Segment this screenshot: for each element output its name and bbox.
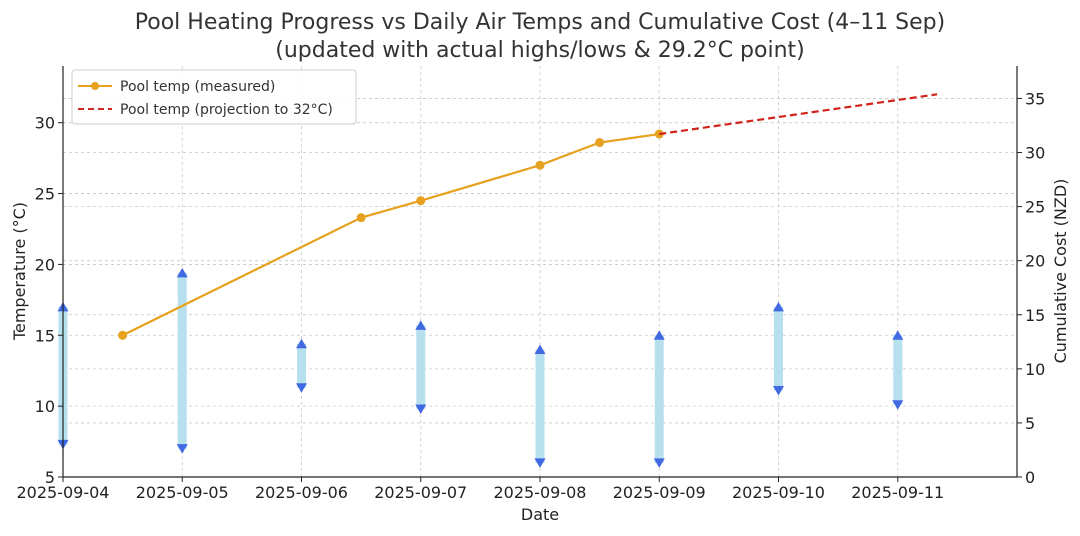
axes: 2025-09-04 2025-09-05 2025-09-06 2025-09-07… (17, 66, 1045, 502)
x-tick-label: 2025-09-07 (374, 483, 467, 502)
x-tick-label: 2025-09-10 (732, 483, 825, 502)
chart-title: Pool Heating Progress vs Daily Air Temps… (135, 10, 945, 35)
air-temp-high-marker (296, 338, 307, 349)
x-tick-label: 2025-09-05 (136, 483, 229, 502)
air-temp-range-bars (57, 267, 904, 468)
legend: Pool temp (measured) Pool temp (projecti… (71, 69, 357, 125)
chart-subtitle: (updated with actual highs/lows & 29.2°C… (275, 38, 805, 63)
measured-pool-temp-point (356, 213, 366, 223)
air-temp-low-marker (773, 386, 784, 396)
legend-box (71, 69, 357, 125)
y-tick-label: 20 (35, 255, 55, 274)
measured-pool-temp-point (595, 138, 605, 148)
legend-projection-label: Pool temp (projection to 32°C) (120, 102, 333, 118)
x-tick-label: 2025-09-11 (851, 483, 944, 502)
legend-measured-marker-icon (91, 82, 99, 90)
air-temp-high-marker (773, 301, 784, 312)
x-tick-label: 2025-09-04 (17, 483, 110, 502)
air-temp-high-marker (892, 330, 904, 340)
y-tick-label: 10 (35, 397, 55, 416)
x-tick-label: 2025-09-06 (255, 483, 348, 502)
air-temp-low-marker (296, 383, 307, 393)
measured-pool-temp-line (122, 132, 660, 337)
air-temp-high-marker (653, 330, 665, 340)
x-axis-label: Date (521, 505, 559, 524)
air-temp-low-marker (892, 400, 904, 410)
measured-pool-temp-point (535, 160, 545, 170)
air-temp-low-marker (415, 404, 427, 414)
y2-tick-label: 30 (1025, 144, 1045, 163)
air-temp-high-marker (415, 320, 427, 330)
y-axis-label: Temperature (°C) (10, 202, 29, 341)
air-temp-low-marker (653, 458, 665, 468)
air-temp-high-marker (534, 344, 546, 354)
x-tick-label: 2025-09-08 (494, 483, 587, 502)
pool-temp-lines (118, 93, 938, 340)
y2-axis-label: Cumulative Cost (NZD) (1051, 179, 1070, 364)
measured-pool-temp-point (416, 196, 426, 206)
air-temp-low-marker (176, 444, 188, 454)
air-temp-high-marker (176, 267, 188, 278)
legend-measured-label: Pool temp (measured) (120, 79, 275, 95)
air-temp-low-marker (534, 458, 546, 468)
y-tick-label: 15 (35, 326, 55, 345)
y2-tick-label: 35 (1025, 89, 1045, 108)
y-tick-label: 5 (45, 468, 55, 487)
y2-tick-label: 0 (1025, 468, 1035, 487)
y2-tick-label: 20 (1025, 252, 1045, 271)
y-tick-label: 25 (35, 185, 55, 204)
projection-pool-temp-line (659, 93, 938, 136)
measured-pool-temp-point (118, 330, 128, 340)
y2-tick-label: 25 (1025, 198, 1045, 217)
y2-tick-label: 5 (1025, 414, 1035, 433)
y2-tick-label: 15 (1025, 306, 1045, 325)
y2-tick-label: 10 (1025, 360, 1045, 379)
y-tick-label: 30 (35, 114, 55, 133)
x-tick-label: 2025-09-09 (613, 483, 706, 502)
